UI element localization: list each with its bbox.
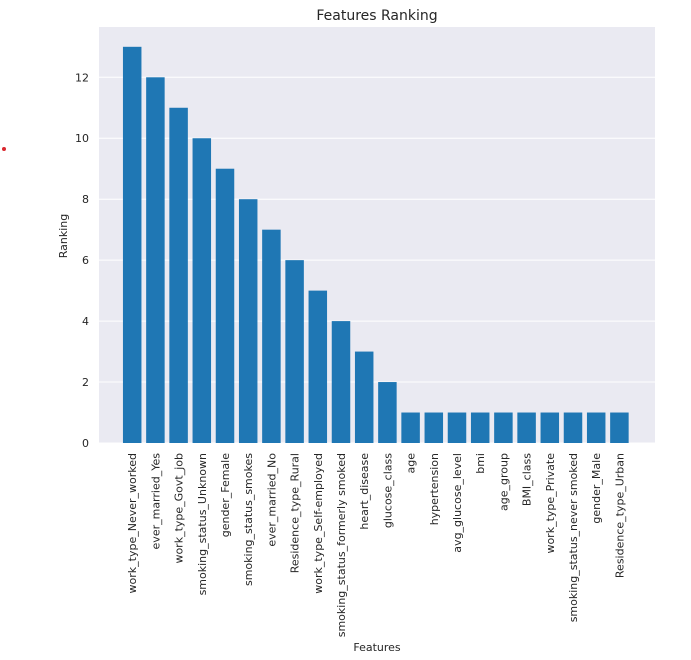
bar — [285, 260, 304, 443]
y-tick-label: 8 — [82, 193, 89, 206]
x-tick-label: smoking_status_formerly smoked — [335, 453, 348, 637]
x-tick-label: ever_married_Yes — [149, 453, 162, 550]
y-axis-label: Ranking — [57, 214, 70, 259]
bar — [192, 138, 212, 443]
x-tick-label: avg_glucose_level — [451, 453, 464, 553]
bar — [262, 229, 281, 443]
x-tick-labels: work_type_Never_worked ever_married_Yes wo… — [126, 453, 626, 638]
bar — [586, 412, 606, 443]
bars — [122, 46, 629, 444]
x-tick-label: ever_married_No — [265, 453, 278, 547]
bar — [308, 290, 328, 443]
bar — [424, 412, 444, 443]
y-tick-label: 2 — [82, 376, 89, 389]
y-tick-label: 12 — [75, 71, 89, 84]
x-tick-label: bmi — [474, 453, 487, 474]
x-tick-label: Residence_type_Rural — [289, 453, 302, 573]
bar — [494, 412, 513, 443]
y-tick-label: 4 — [82, 315, 89, 328]
bar — [610, 412, 629, 443]
y-tick-labels: 0 2 4 6 8 10 12 — [75, 71, 89, 450]
bar — [540, 412, 560, 443]
x-tick-label: age_group — [497, 453, 510, 511]
bar — [122, 46, 142, 444]
x-tick-label: smoking_status_Unknown — [196, 453, 209, 595]
x-tick-label: work_type_Never_worked — [126, 453, 139, 593]
x-tick-label: glucose_class — [381, 453, 394, 528]
bar — [146, 77, 165, 444]
bar — [470, 412, 490, 443]
x-axis-label: Features — [353, 641, 401, 654]
x-tick-label: heart_disease — [358, 453, 371, 530]
x-tick-label: age — [405, 453, 418, 474]
x-tick-label: gender_Female — [219, 453, 232, 537]
bar — [215, 168, 235, 443]
x-tick-label: Residence_type_Urban — [613, 453, 626, 578]
x-tick-label: smoking_status_smokes — [242, 453, 255, 586]
bar — [378, 382, 397, 443]
bar — [401, 412, 420, 443]
chart-title: Features Ranking — [316, 8, 437, 24]
x-tick-label: gender_Male — [590, 453, 603, 524]
plot-area — [99, 27, 655, 443]
red-dot-marker — [2, 147, 6, 151]
bar — [447, 412, 467, 443]
grid-lines — [99, 76, 655, 444]
x-tick-label: smoking_status_never smoked — [567, 453, 580, 622]
y-tick-label: 10 — [75, 132, 89, 145]
bar — [331, 321, 351, 443]
y-tick-label: 6 — [82, 254, 89, 267]
x-tick-label: work_type_Private — [544, 453, 557, 554]
bar — [563, 412, 583, 443]
bar — [238, 199, 258, 443]
x-tick-label: work_type_Govt_job — [173, 453, 186, 564]
x-tick-label: work_type_Self-employed — [312, 453, 325, 594]
y-tick-label: 0 — [82, 437, 89, 450]
bar — [517, 412, 536, 443]
bar — [354, 351, 374, 443]
bar — [169, 107, 188, 443]
x-tick-label: BMI_class — [521, 453, 534, 506]
x-tick-label: hypertension — [428, 453, 441, 525]
